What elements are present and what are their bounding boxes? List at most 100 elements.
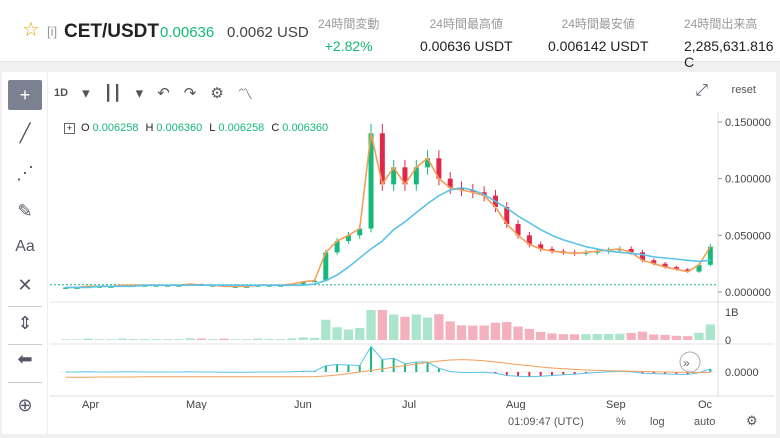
candle-body [470, 190, 476, 193]
redo-icon[interactable]: ↷ [183, 85, 197, 102]
interval-select[interactable]: 1D [54, 87, 69, 99]
volume-bar [456, 325, 467, 340]
stat-value: 0.00636 USDT [420, 38, 513, 54]
indicators-icon[interactable]: 〽 [237, 85, 253, 103]
brush-icon[interactable]: ✎ [17, 200, 33, 221]
stat-value: 0.006142 USDT [548, 38, 649, 54]
volume-bar [626, 332, 636, 340]
volume-bar [321, 319, 331, 340]
low-value: 0.006258 [218, 122, 265, 134]
candle-body [504, 207, 510, 224]
volume-bar [140, 339, 150, 340]
volume-bar [343, 329, 354, 340]
settings-gear-icon[interactable]: ⚙ [210, 85, 224, 102]
volume-bar [355, 328, 365, 340]
price-tick-label: 0.050000 [725, 230, 771, 242]
price-tick-label: 0.150000 [725, 117, 771, 129]
clock: 01:09:47 (UTC) [508, 416, 584, 428]
volume-bar [253, 338, 263, 340]
price-tick-label: 0.100000 [725, 174, 771, 186]
candle-type-icon[interactable]: ┃┃ [103, 85, 122, 102]
volume-bar [219, 338, 229, 340]
favorite-star-icon[interactable]: ☆ [22, 19, 40, 41]
volume-bar [581, 334, 591, 340]
reset-button[interactable]: reset [731, 84, 756, 96]
candle-body [651, 260, 657, 264]
volume-bar [490, 322, 501, 340]
volume-bar [694, 332, 704, 340]
volume-bar [468, 325, 478, 340]
stat-label: 24時間変動 [318, 17, 380, 31]
stat-value: 2,285,631.816 C [684, 38, 774, 70]
volume-bar [61, 339, 71, 340]
volume-bar [174, 339, 184, 340]
price-tick-label: 0.000000 [725, 287, 771, 299]
usd-price: 0.0062 USD [227, 24, 309, 41]
volume-bar [366, 310, 376, 340]
time-tick-label: Jun [294, 399, 312, 410]
auto-toggle[interactable]: auto [694, 416, 716, 428]
stat-volume: 24時間出来高 2,285,631.816 C [684, 15, 780, 70]
zoom-icon[interactable]: ⊕ [17, 394, 33, 415]
volume-bar [151, 339, 161, 340]
ohlc-label: H [145, 122, 154, 134]
ma-short-line [65, 133, 712, 289]
high-value: 0.006360 [156, 122, 203, 134]
ma-long-line [65, 186, 711, 289]
volume-bar [422, 317, 433, 340]
ohlc-legend: + O 0.006258 H 0.006360 L 0.006258 C 0.00636… [64, 122, 335, 134]
candle-body [515, 224, 521, 236]
volume-bar [298, 337, 308, 340]
pattern-icon[interactable]: ✕ [17, 274, 33, 295]
candle-body [447, 178, 453, 188]
close-value: 0.006360 [282, 122, 329, 134]
volume-bar [513, 326, 523, 340]
back-arrow-icon[interactable]: ⬅ [17, 348, 33, 369]
candle-body [391, 167, 397, 185]
measure-icon[interactable]: ⇕ [17, 312, 33, 333]
volume-bar [649, 334, 659, 340]
volume-bar [445, 321, 455, 340]
settings-gear-icon[interactable]: ⚙ [746, 413, 758, 428]
trend-line-icon[interactable]: ╱ [19, 122, 31, 143]
undo-icon[interactable]: ↶ [157, 85, 170, 102]
candle-body [436, 158, 442, 179]
candle-body [323, 252, 329, 281]
ohlc-label: C [271, 122, 280, 134]
fib-icon[interactable]: ⋰ [16, 162, 34, 183]
volume-bar [275, 339, 286, 340]
candle-body [345, 235, 351, 241]
volume-bar [479, 325, 489, 340]
stat-label: 24時間最高値 [429, 17, 503, 31]
volume-bar [117, 338, 127, 340]
info-icon[interactable]: [i] [47, 24, 58, 39]
volume-bar [287, 338, 297, 340]
price-chart[interactable]: 0.150000 0.100000 0.050000 0.000000 1B 0 0.000… [50, 112, 774, 410]
volume-bar [536, 331, 546, 340]
chart-bottom-bar: 01:09:47 (UTC) % log auto ⚙ [50, 410, 776, 434]
volume-bar [162, 339, 173, 340]
crosshair-icon[interactable]: + [8, 80, 42, 110]
percent-toggle[interactable]: % [616, 416, 626, 428]
signal-line [65, 359, 711, 378]
volume-bar [671, 335, 682, 340]
volume-bar [592, 334, 602, 340]
volume-bar [185, 338, 195, 340]
chevron-down-icon[interactable]: ▾ [82, 85, 90, 102]
fullscreen-icon[interactable]: ⤢ [695, 82, 708, 99]
candle-body [526, 235, 532, 245]
candle-body [538, 244, 544, 249]
candle-body [639, 252, 645, 261]
candle-body [357, 228, 363, 236]
collapse-icon[interactable]: + [64, 122, 75, 134]
volume-bar [128, 339, 139, 340]
stat-label: 24時間出来高 [684, 17, 758, 31]
divider [8, 344, 42, 345]
double-chevron-icon: » [683, 356, 690, 370]
log-toggle[interactable]: log [650, 416, 665, 428]
chevron-down-icon[interactable]: ▾ [135, 85, 144, 102]
candle-body [379, 133, 385, 185]
volume-bar [94, 339, 105, 340]
candle-body [685, 269, 691, 272]
text-icon[interactable]: Aa [15, 238, 35, 255]
